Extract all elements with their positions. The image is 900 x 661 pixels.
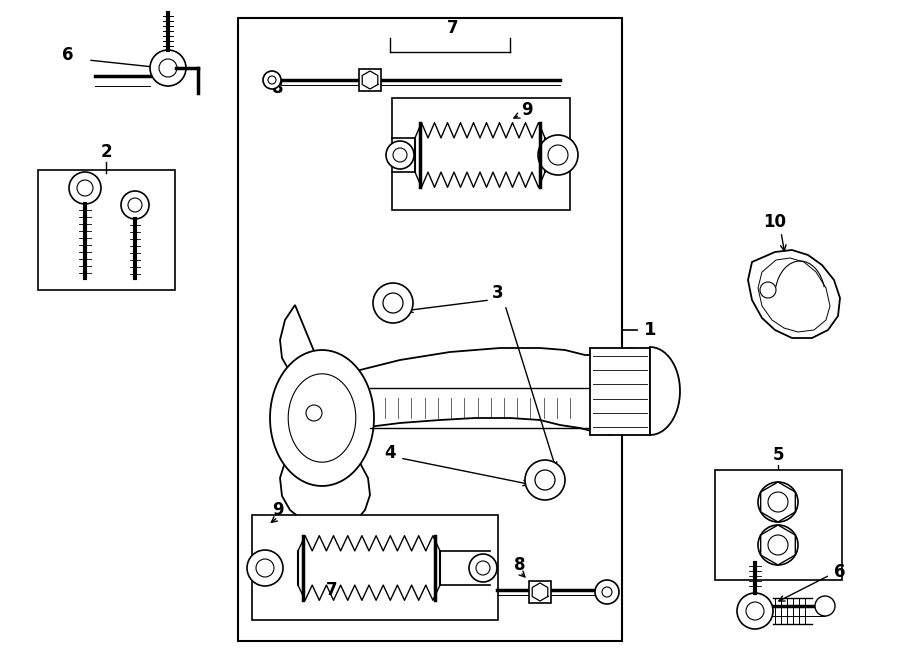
Polygon shape (280, 305, 650, 528)
Text: 2: 2 (100, 143, 112, 161)
Text: 7: 7 (447, 19, 459, 37)
Circle shape (737, 593, 773, 629)
Text: 9: 9 (521, 101, 533, 119)
Circle shape (247, 550, 283, 586)
Text: 8: 8 (514, 556, 526, 574)
Text: 8: 8 (272, 79, 284, 97)
Polygon shape (270, 350, 374, 486)
Circle shape (760, 282, 776, 298)
Circle shape (306, 405, 322, 421)
Text: 1: 1 (644, 321, 656, 339)
Circle shape (150, 50, 186, 86)
Circle shape (815, 596, 835, 616)
Text: 10: 10 (763, 213, 787, 231)
Circle shape (595, 580, 619, 604)
Text: 4: 4 (384, 444, 396, 462)
Circle shape (758, 525, 798, 565)
Circle shape (525, 460, 565, 500)
Polygon shape (392, 98, 570, 210)
Bar (359, 69, 381, 91)
Bar (590, 348, 650, 435)
Circle shape (69, 172, 101, 204)
Circle shape (469, 554, 497, 582)
Bar (38, 170, 175, 290)
Circle shape (373, 283, 413, 323)
Text: 6: 6 (62, 46, 74, 64)
Circle shape (538, 135, 578, 175)
Circle shape (121, 191, 149, 219)
Circle shape (758, 482, 798, 522)
Circle shape (386, 141, 414, 169)
Bar (238, 18, 622, 641)
Circle shape (263, 71, 281, 89)
Text: 3: 3 (492, 284, 504, 302)
Text: 5: 5 (772, 446, 784, 464)
Text: 7: 7 (326, 581, 338, 599)
Polygon shape (252, 515, 498, 620)
Bar (715, 470, 842, 580)
Bar (529, 581, 551, 603)
Polygon shape (748, 250, 840, 338)
Text: 6: 6 (834, 563, 846, 581)
Text: 9: 9 (272, 501, 284, 519)
Polygon shape (650, 347, 680, 435)
